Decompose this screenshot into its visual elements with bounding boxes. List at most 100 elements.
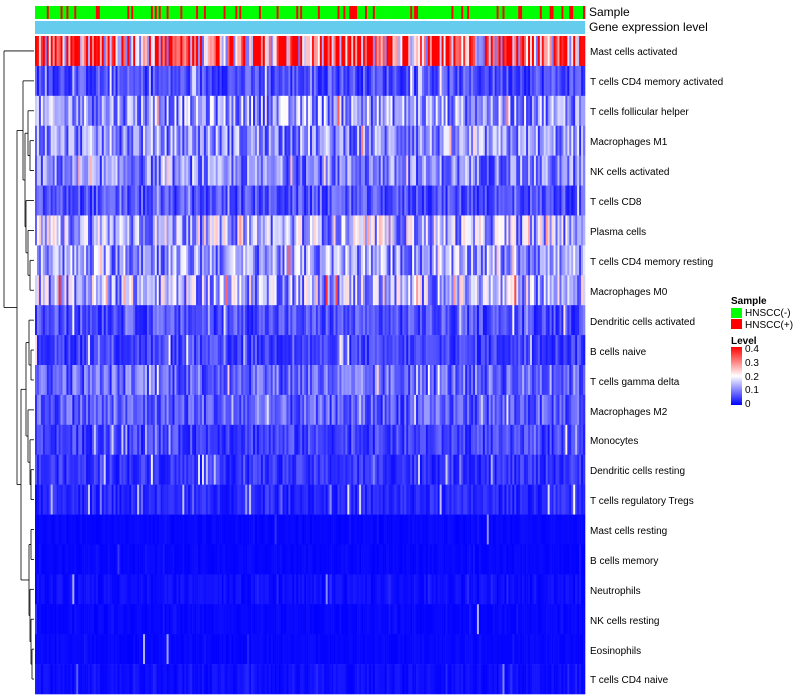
heatmap-cell (313, 305, 317, 336)
heatmap-cell (304, 185, 307, 216)
heatmap-cell (188, 125, 191, 156)
heatmap-cell (290, 215, 293, 246)
heatmap-cell (545, 95, 548, 127)
sample-annotation-cell (502, 6, 505, 19)
heatmap-cell (97, 95, 101, 127)
heatmap-cell (131, 245, 134, 276)
heatmap-cell (137, 335, 140, 366)
heatmap-cell (563, 125, 566, 156)
heatmap-cell (62, 155, 65, 186)
heatmap-cell (260, 484, 264, 515)
heatmap-cell (211, 394, 215, 426)
heatmap-cell (76, 335, 79, 366)
heatmap-cell (270, 305, 273, 336)
heatmap-cell (158, 155, 162, 186)
heatmap-cell (441, 454, 444, 485)
heatmap-cell (439, 454, 442, 485)
heatmap-cell (188, 484, 191, 515)
heatmap-cell (166, 125, 169, 156)
heatmap-cell (516, 155, 519, 186)
heatmap-cell (508, 245, 511, 276)
heatmap-cell (215, 335, 218, 366)
heatmap-cell (241, 245, 244, 276)
heatmap-cell (467, 65, 470, 97)
heatmap-cell (123, 185, 126, 216)
heatmap-cell (553, 484, 556, 515)
heatmap-cell (54, 215, 57, 246)
heatmap-cell (280, 454, 283, 485)
heatmap-cell (266, 245, 270, 276)
heatmap-cell (245, 424, 248, 456)
heatmap-cell (398, 155, 401, 186)
heatmap-cell (225, 185, 228, 216)
heatmap-cell (502, 394, 505, 426)
heatmap-cell (255, 215, 258, 246)
heatmap-cell (476, 484, 480, 515)
sample-annotation-cell (160, 6, 163, 19)
heatmap-cell (329, 514, 332, 545)
heatmap-cell (581, 424, 584, 456)
heatmap-cell (145, 484, 148, 515)
heatmap-cell (581, 215, 584, 246)
heatmap-cell (213, 454, 217, 485)
heatmap-cell (579, 335, 582, 366)
heatmap-cell (44, 305, 48, 336)
sample-annotation-cell (365, 6, 368, 19)
heatmap-cell (486, 36, 490, 67)
heatmap-cell (200, 36, 203, 67)
heatmap-cell (508, 394, 511, 426)
heatmap-cell (113, 305, 116, 336)
sample-annotation-cell (215, 6, 218, 19)
heatmap-cell (555, 245, 558, 276)
heatmap-cell (260, 36, 264, 67)
heatmap-cell (178, 65, 181, 97)
heatmap-cell (127, 36, 130, 67)
heatmap-cell (237, 275, 240, 306)
heatmap-cell (174, 454, 177, 485)
heatmap-cell (35, 65, 38, 97)
heatmap-cell (152, 185, 156, 216)
heatmap-cell (237, 365, 240, 396)
heatmap-cell (353, 484, 356, 515)
heatmap-cell (414, 245, 417, 276)
heatmap-cell (36, 155, 40, 186)
heatmap-cell (533, 125, 537, 156)
sample-annotation-cell (308, 6, 311, 19)
heatmap-cell (380, 65, 383, 97)
heatmap-cell (302, 514, 305, 545)
heatmap-cell (308, 454, 311, 485)
heatmap-cell (427, 394, 431, 426)
heatmap-cell (376, 215, 380, 246)
heatmap-cell (461, 394, 464, 426)
heatmap-cell (278, 514, 281, 545)
heatmap-cell (40, 514, 44, 545)
heatmap-cell (327, 275, 330, 306)
heatmap-cell (559, 454, 562, 485)
heatmap-cell (533, 185, 537, 216)
heatmap-cell (335, 215, 338, 246)
heatmap-cell (404, 185, 407, 216)
heatmap-cell (506, 245, 509, 276)
heatmap-cell (135, 275, 138, 306)
heatmap-cell (457, 36, 460, 67)
heatmap-cell (421, 275, 425, 306)
heatmap-cell (105, 514, 108, 545)
heatmap-cell (231, 155, 234, 186)
heatmap-cell (223, 514, 226, 545)
heatmap-cell (575, 155, 578, 186)
heatmap-cell (551, 185, 554, 216)
heatmap-cell (258, 185, 262, 216)
heatmap-cell (286, 365, 289, 396)
heatmap-cell (467, 484, 470, 515)
heatmap-cell (272, 65, 275, 97)
heatmap-cell (133, 275, 136, 306)
heatmap-cell (133, 514, 136, 545)
heatmap-cell (109, 125, 112, 156)
heatmap-cell (313, 484, 317, 515)
heatmap-cell (249, 424, 252, 456)
heatmap-cell (304, 275, 307, 306)
heatmap-cell (486, 65, 490, 97)
heatmap-cell (109, 454, 112, 485)
heatmap-cell (152, 245, 156, 276)
heatmap-cell (329, 394, 332, 426)
